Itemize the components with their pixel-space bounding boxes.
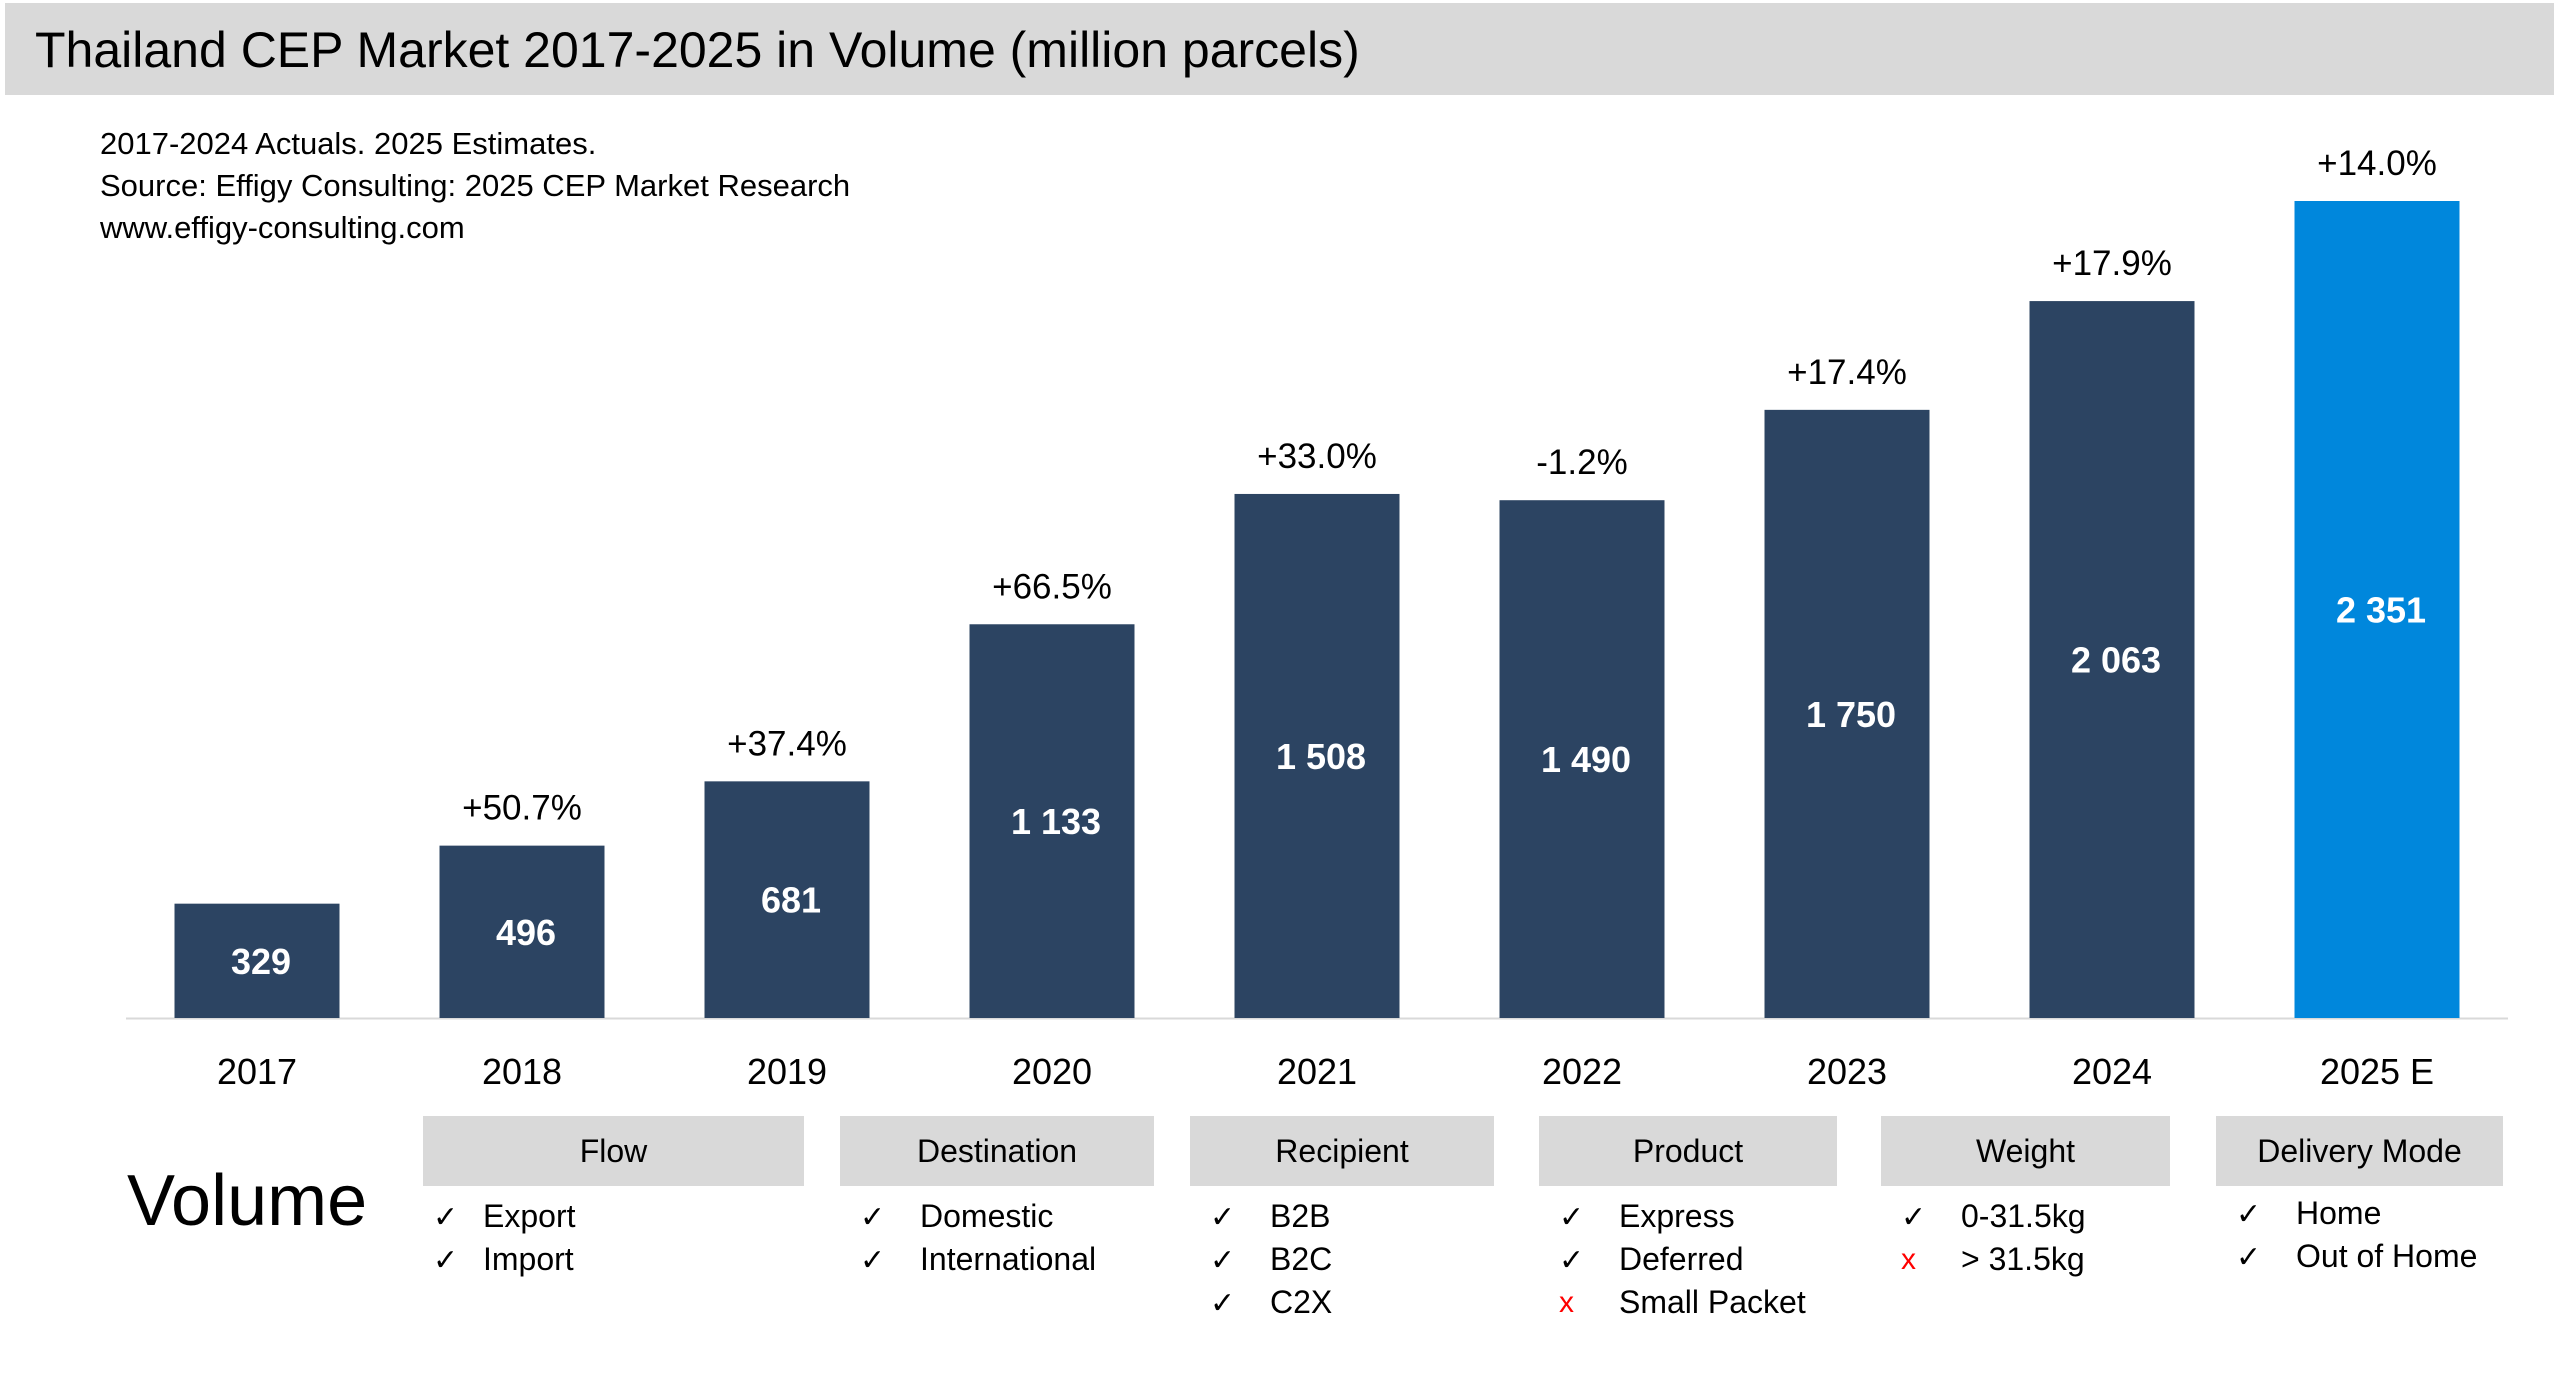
- segment-item: Deferred: [1619, 1241, 1744, 1277]
- category-header-weight: Weight: [1881, 1116, 2170, 1186]
- check-icon: ✓: [1559, 1244, 1585, 1277]
- chart-title: Thailand CEP Market 2017-2025 in Volume …: [35, 22, 1360, 78]
- check-icon: ✓: [1210, 1201, 1236, 1234]
- growth-label: +66.5%: [992, 567, 1112, 606]
- segment-item: International: [920, 1241, 1097, 1277]
- bar-chart: 329 2017 496 +50.7% 2018 681 +37.4% 2019 1 133 +6…: [126, 144, 2508, 1092]
- bar-2018: [439, 845, 605, 1018]
- segment-item: Export: [483, 1198, 576, 1234]
- segment-item: B2B: [1270, 1198, 1331, 1234]
- growth-label: +50.7%: [462, 789, 582, 828]
- growth-label: +17.9%: [2052, 244, 2172, 283]
- value-label: 681: [761, 880, 821, 921]
- segment-item: Domestic: [920, 1198, 1054, 1234]
- category-header-flow: Flow: [423, 1116, 804, 1186]
- bar-2021: [1234, 493, 1400, 1018]
- segment-item: Out of Home: [2296, 1238, 2478, 1274]
- cross-icon: x: [1559, 1286, 1574, 1319]
- cross-icon: x: [1901, 1243, 1916, 1276]
- check-icon: ✓: [860, 1244, 886, 1277]
- x-tick-label: 2022: [1542, 1051, 1622, 1092]
- category-header-product: Product: [1539, 1116, 1837, 1186]
- check-icon: ✓: [433, 1201, 459, 1234]
- category-header-delivery-mode: Delivery Mode: [2216, 1116, 2503, 1186]
- value-label: 496: [496, 912, 556, 953]
- growth-label: +17.4%: [1787, 353, 1907, 392]
- value-label: 1 490: [1541, 739, 1631, 780]
- value-label: 2 063: [2071, 640, 2161, 681]
- x-tick-label: 2020: [1012, 1051, 1092, 1092]
- category-header-destination: Destination: [840, 1116, 1154, 1186]
- segment-item: Import: [483, 1241, 574, 1277]
- bar-2019: [704, 781, 870, 1018]
- check-icon: ✓: [1210, 1287, 1236, 1320]
- check-icon: ✓: [1210, 1244, 1236, 1277]
- x-tick-label: 2023: [1807, 1051, 1887, 1092]
- x-tick-label: 2017: [217, 1051, 297, 1092]
- growth-label: +37.4%: [727, 724, 847, 763]
- x-tick-label: 2018: [482, 1051, 562, 1092]
- category-header-recipient: Recipient: [1190, 1116, 1494, 1186]
- growth-label: -1.2%: [1536, 443, 1627, 482]
- x-tick-label: 2021: [1277, 1051, 1357, 1092]
- value-label: 2 351: [2336, 590, 2426, 631]
- segment-item: > 31.5kg: [1961, 1241, 2085, 1277]
- bar-2017: [174, 903, 340, 1018]
- value-label: 1 133: [1011, 801, 1101, 842]
- segment-item: C2X: [1270, 1284, 1333, 1320]
- check-icon: ✓: [860, 1201, 886, 1234]
- bar-2023: [1764, 409, 1930, 1019]
- value-label: 329: [231, 941, 291, 982]
- bar-2024: [2029, 301, 2195, 1018]
- check-icon: ✓: [2236, 1198, 2262, 1231]
- segment-item: B2C: [1270, 1241, 1333, 1277]
- segment-item: 0-31.5kg: [1961, 1198, 2086, 1234]
- value-label: 1 508: [1276, 736, 1366, 777]
- check-icon: ✓: [1901, 1201, 1927, 1234]
- note-source: Source: Effigy Consulting: 2025 CEP Mark…: [100, 168, 851, 203]
- segment-item: Express: [1619, 1198, 1735, 1234]
- value-label: 1 750: [1806, 694, 1896, 735]
- bar-2020: [969, 624, 1135, 1018]
- x-tick-label: 2019: [747, 1051, 827, 1092]
- bar-2025E: [2294, 201, 2460, 1018]
- note-actuals: 2017-2024 Actuals. 2025 Estimates.: [100, 126, 597, 161]
- x-tick-label: 2025 E: [2320, 1051, 2434, 1092]
- growth-label: +33.0%: [1257, 437, 1377, 476]
- segment-item: Small Packet: [1619, 1284, 1806, 1320]
- growth-label: +14.0%: [2317, 144, 2437, 183]
- bar-2022: [1499, 500, 1665, 1018]
- x-tick-label: 2024: [2072, 1051, 2152, 1092]
- check-icon: ✓: [2236, 1241, 2262, 1274]
- note-website: www.effigy-consulting.com: [100, 210, 465, 245]
- volume-label: Volume: [127, 1161, 368, 1241]
- check-icon: ✓: [1559, 1201, 1585, 1234]
- title-bar: Thailand CEP Market 2017-2025 in Volume …: [5, 3, 2554, 95]
- check-icon: ✓: [433, 1244, 459, 1277]
- segment-item: Home: [2296, 1195, 2382, 1231]
